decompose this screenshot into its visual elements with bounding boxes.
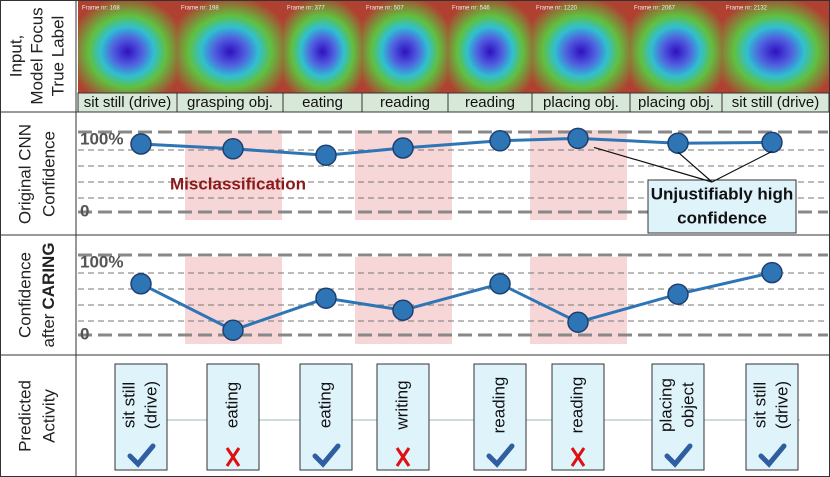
prediction-box (114, 363, 168, 471)
confidence-point (222, 319, 244, 341)
true-label: placing obj. (543, 94, 619, 111)
confidence-line (140, 271, 773, 332)
true-label: grasping obj. (187, 94, 273, 111)
confidence-line (140, 136, 773, 157)
confidence-point (222, 138, 244, 160)
row-label-part: after (39, 313, 58, 347)
true-label: reading (380, 94, 430, 111)
y-tick-label: 0 (80, 324, 89, 343)
prediction-box (651, 363, 705, 471)
prediction-box (299, 363, 353, 471)
check-mark (758, 443, 787, 468)
predicted-label: writing (392, 380, 411, 430)
predicted-label: sit still (750, 382, 769, 428)
heatmap-image (78, 1, 177, 93)
row-label: Confidence (39, 131, 58, 217)
confidence-point (489, 273, 511, 295)
confidence-point (130, 273, 152, 295)
annotation: Misclassification (170, 174, 306, 193)
predicted-label: reading (567, 377, 586, 434)
prediction-box (745, 363, 799, 471)
true-label: sit still (drive) (84, 94, 172, 111)
true-label: sit still (drive) (732, 94, 820, 111)
row-label: after CARING (39, 242, 58, 347)
heatmap-image (532, 1, 630, 93)
y-tick-label: 0 (80, 201, 89, 220)
row-label: True Label (48, 16, 67, 97)
cross-mark (395, 447, 411, 467)
predicted-label: object (678, 382, 697, 428)
predicted-label: reading (489, 377, 508, 434)
predicted-label: eating (222, 382, 241, 428)
annotation-arrow (593, 146, 713, 183)
row-label: Predicted (15, 380, 34, 452)
confidence-point (667, 283, 689, 305)
row-label: Activity (39, 389, 58, 443)
prediction-box (551, 363, 605, 471)
y-tick-label: 100% (80, 129, 123, 148)
row-label: Confidence (15, 252, 34, 338)
confidence-point (567, 311, 589, 333)
frame-number: Frame nr: 546 (452, 6, 490, 12)
frame-number: Frame nr: 2132 (726, 6, 768, 12)
annotation: confidence (677, 208, 767, 227)
frame-number: Frame nr: 377 (287, 6, 325, 12)
confidence-point (567, 127, 589, 150)
confidence-point (761, 131, 783, 154)
row-label-emphasis: CARING (39, 242, 58, 309)
check-mark (664, 443, 693, 468)
frame-number: Frame nr: 198 (181, 6, 219, 12)
check-mark (486, 443, 515, 468)
frame-number: Frame nr: 507 (366, 6, 404, 12)
confidence-point (761, 261, 783, 284)
heatmap-image (362, 1, 448, 93)
true-label: eating (302, 94, 343, 111)
cross-mark (570, 447, 586, 467)
prediction-box (473, 363, 527, 471)
row-label: Input, (6, 35, 25, 78)
cross-mark (225, 447, 241, 467)
check-mark (312, 443, 341, 468)
heatmap-image (722, 1, 829, 93)
annotation-arrow (677, 151, 713, 183)
prediction-box (376, 363, 430, 471)
prediction-box (206, 363, 260, 471)
row-label: Original CNN (15, 124, 34, 224)
confidence-point (392, 137, 414, 159)
annotation-arrow (711, 150, 773, 183)
heatmap-image (283, 1, 362, 93)
annotation: Unjustifiably high (651, 184, 794, 203)
confidence-point (315, 144, 337, 166)
confidence-point (392, 299, 414, 321)
annotation-box (647, 179, 797, 234)
confidence-point (130, 133, 152, 155)
predicted-label: (drive) (141, 381, 160, 429)
label-background (721, 92, 830, 113)
predicted-label: (drive) (772, 381, 791, 429)
frame-number: Frame nr: 1220 (536, 6, 578, 12)
frame-number: Frame nr: 168 (82, 6, 120, 12)
heatmap-image (448, 1, 532, 93)
check-mark (127, 443, 156, 468)
frame-number: Frame nr: 2067 (634, 6, 676, 12)
true-label: placing obj. (638, 94, 714, 111)
true-label: reading (465, 94, 515, 111)
confidence-point (315, 287, 337, 309)
predicted-label: placing (656, 378, 675, 432)
confidence-point (667, 132, 689, 154)
predicted-label: eating (315, 382, 334, 428)
predicted-label: sit still (119, 382, 138, 428)
heatmap-image (177, 1, 283, 93)
row-label: Model Focus (27, 7, 46, 104)
heatmap-image (630, 1, 722, 93)
confidence-point (489, 130, 511, 152)
y-tick-label: 100% (80, 252, 123, 271)
